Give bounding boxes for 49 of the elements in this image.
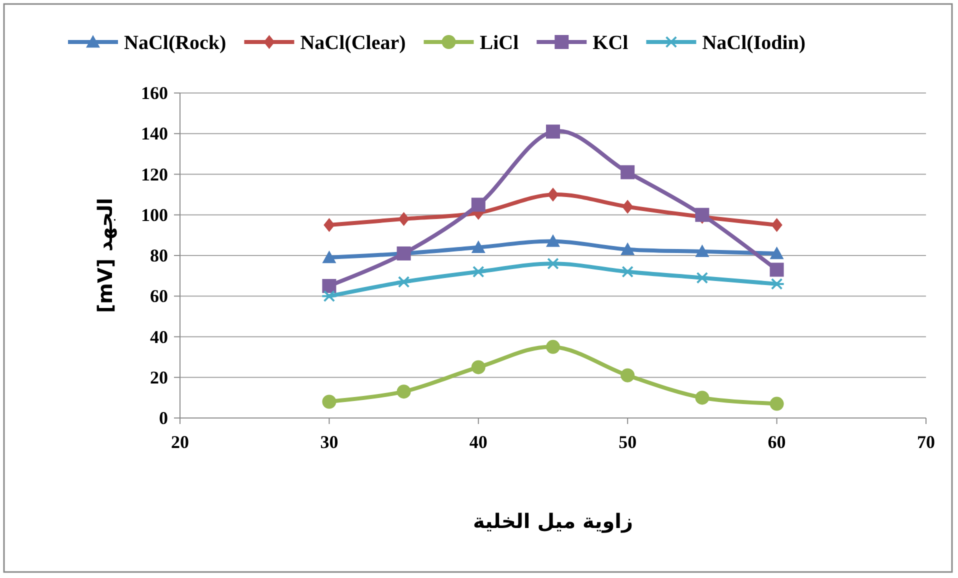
point	[398, 212, 410, 226]
legend-label: LiCl	[480, 32, 520, 54]
point	[620, 242, 635, 256]
point	[545, 258, 561, 270]
y-tick-label: 60	[150, 286, 168, 306]
point	[546, 124, 560, 139]
x-tick-label: 70	[917, 432, 935, 452]
point	[471, 198, 486, 212]
point	[396, 276, 412, 288]
point	[770, 262, 784, 277]
point	[546, 340, 560, 354]
x-tick-label: 40	[469, 432, 488, 452]
legend-label: NaCl(Rock)	[124, 32, 226, 54]
x-tick-label: 50	[618, 432, 637, 452]
point	[620, 165, 635, 180]
point	[471, 360, 486, 374]
point	[770, 396, 784, 411]
point	[322, 250, 336, 264]
point	[471, 240, 486, 253]
point	[322, 394, 336, 409]
legend-label: NaCl(Clear)	[300, 32, 406, 54]
x-tick-label: 30	[320, 432, 338, 452]
y-tick-label: 140	[141, 124, 168, 144]
point	[695, 390, 710, 405]
point	[546, 234, 560, 247]
y-axis-title: الجهد [mV]	[93, 198, 117, 314]
point	[622, 200, 634, 214]
y-tick-label: 100	[141, 204, 168, 225]
x-axis-title: زاوية ميل الخلية	[473, 509, 633, 533]
point	[322, 278, 336, 293]
y-tick-label: 120	[141, 164, 168, 184]
y-tick-label: 0	[159, 408, 168, 428]
legend-label: KCl	[592, 32, 629, 54]
point	[770, 246, 784, 260]
x-tick-label: 60	[768, 432, 786, 452]
point	[547, 188, 559, 202]
point	[396, 384, 411, 399]
x-tick-label: 20	[171, 432, 189, 452]
y-tick-label: 160	[141, 83, 168, 103]
point	[620, 368, 635, 382]
point	[321, 290, 338, 302]
point	[695, 244, 710, 258]
y-tick-label: 20	[150, 367, 168, 388]
y-tick-label: 80	[150, 246, 168, 266]
legend-label: NaCl(Iodin)	[702, 32, 806, 54]
point	[324, 218, 335, 232]
y-tick-label: 40	[150, 326, 168, 347]
point	[470, 266, 486, 278]
point	[771, 218, 782, 232]
